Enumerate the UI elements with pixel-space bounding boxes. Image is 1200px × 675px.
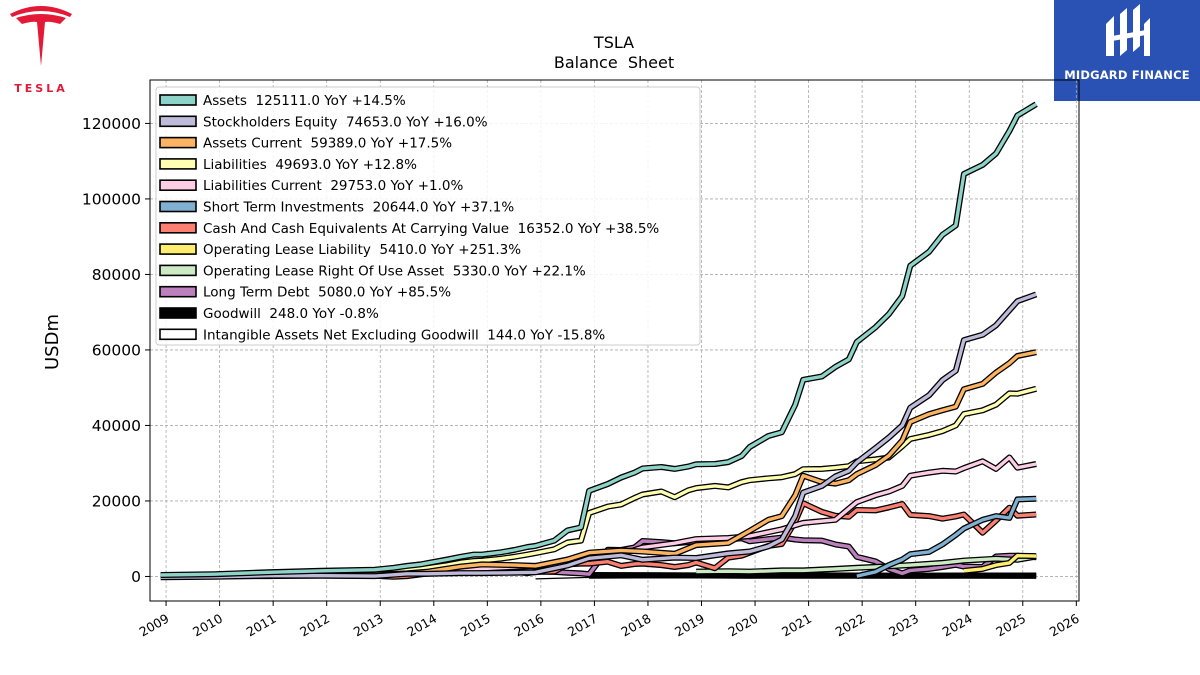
x-tick-label: 2020 xyxy=(726,611,761,640)
midgard-finance-logo: MIDGARD FINANCE xyxy=(1054,0,1200,101)
chart-subtitle: Balance Sheet xyxy=(554,53,674,72)
x-axis: 2009 2010 2011 2012 2013 2014 2015 2016 2017 2018… xyxy=(137,601,1082,640)
series-outline xyxy=(160,349,1037,579)
series-lines xyxy=(160,101,1038,581)
legend-swatch xyxy=(159,136,197,149)
y-tick-label: 40000 xyxy=(92,417,141,435)
x-tick-label: 2023 xyxy=(886,611,921,640)
series-line xyxy=(856,497,1037,578)
series-line xyxy=(160,350,1037,578)
tesla-wordmark: TESLA xyxy=(14,82,68,95)
legend-box xyxy=(155,86,701,346)
legend-label: Long Term Debt 5080.0 YoY +85.5% xyxy=(203,285,451,301)
x-tick-label: 2009 xyxy=(137,611,172,640)
y-tick-label: 0 xyxy=(131,568,141,586)
x-tick-label: 2018 xyxy=(618,611,653,640)
y-axis-label: USDm xyxy=(42,314,63,370)
x-tick-label: 2026 xyxy=(1047,611,1082,640)
x-tick-label: 2024 xyxy=(940,611,975,640)
legend-swatch xyxy=(159,179,197,191)
x-tick-label: 2025 xyxy=(993,611,1028,640)
midgard-brand-text: MIDGARD FINANCE xyxy=(1064,68,1190,82)
legend-label: Assets Current 59389.0 YoY +17.5% xyxy=(203,136,452,152)
legend-swatch xyxy=(159,307,197,319)
x-tick-label: 2021 xyxy=(779,611,814,640)
x-tick-label: 2013 xyxy=(351,611,386,640)
chart-title: TSLA xyxy=(593,33,634,52)
x-tick-label: 2014 xyxy=(404,611,439,640)
tesla-logo-icon xyxy=(10,6,72,66)
tesla-logo: TESLA xyxy=(0,0,82,100)
legend-label: Cash And Cash Equivalents At Carrying Va… xyxy=(203,221,659,237)
legend-label: Stockholders Equity 74653.0 YoY +16.0% xyxy=(203,114,488,130)
legend-swatch xyxy=(159,264,197,277)
legend-label: Short Term Investments 20644.0 YoY +37.1… xyxy=(203,200,514,216)
legend-label: Operating Lease Right Of Use Asset 5330.… xyxy=(203,263,586,279)
x-tick-label: 2017 xyxy=(565,611,600,640)
legend-label: Operating Lease Liability 5410.0 YoY +25… xyxy=(203,242,521,258)
series-line xyxy=(963,554,1037,573)
x-tick-label: 2010 xyxy=(190,611,225,640)
legend-swatch xyxy=(159,222,197,234)
legend-label: Liabilities 49693.0 YoY +12.8% xyxy=(203,157,417,173)
x-tick-label: 2015 xyxy=(458,611,493,640)
legend-swatch xyxy=(159,158,197,170)
legend-swatch xyxy=(159,243,197,255)
y-tick-label: 20000 xyxy=(92,492,141,510)
legend-swatch xyxy=(159,94,197,106)
legend-swatch xyxy=(159,285,197,298)
legend-swatch xyxy=(159,328,197,341)
legend-swatch xyxy=(159,115,197,128)
y-tick-label: 80000 xyxy=(92,266,141,284)
midgard-logo-icon xyxy=(1106,4,1150,56)
legend-swatch xyxy=(159,200,197,213)
x-tick-label: 2012 xyxy=(297,611,332,640)
series-line xyxy=(696,554,1037,574)
x-tick-label: 2016 xyxy=(511,611,546,640)
legend: Assets 125111.0 YoY +14.5% Stockholders E… xyxy=(155,86,701,346)
x-tick-label: 2022 xyxy=(833,611,868,640)
legend-label: Liabilities Current 29753.0 YoY +1.0% xyxy=(203,178,463,194)
x-tick-label: 2011 xyxy=(244,611,279,640)
series-line xyxy=(160,102,1038,577)
series-line xyxy=(160,292,1037,579)
y-axis: 0 20000 40000 60000 80000 100000 120000 xyxy=(82,115,150,586)
y-tick-label: 100000 xyxy=(82,190,141,208)
legend-label: Assets 125111.0 YoY +14.5% xyxy=(203,93,406,109)
y-tick-label: 120000 xyxy=(82,115,141,133)
legend-label: Intangible Assets Net Excluding Goodwill… xyxy=(203,327,605,343)
y-tick-label: 60000 xyxy=(92,341,141,359)
x-tick-label: 2019 xyxy=(672,611,707,640)
plot-frame xyxy=(149,79,1080,602)
series-line xyxy=(481,535,1037,576)
legend-label: Goodwill 248.0 YoY -0.8% xyxy=(203,306,379,322)
series-line xyxy=(160,387,1037,577)
